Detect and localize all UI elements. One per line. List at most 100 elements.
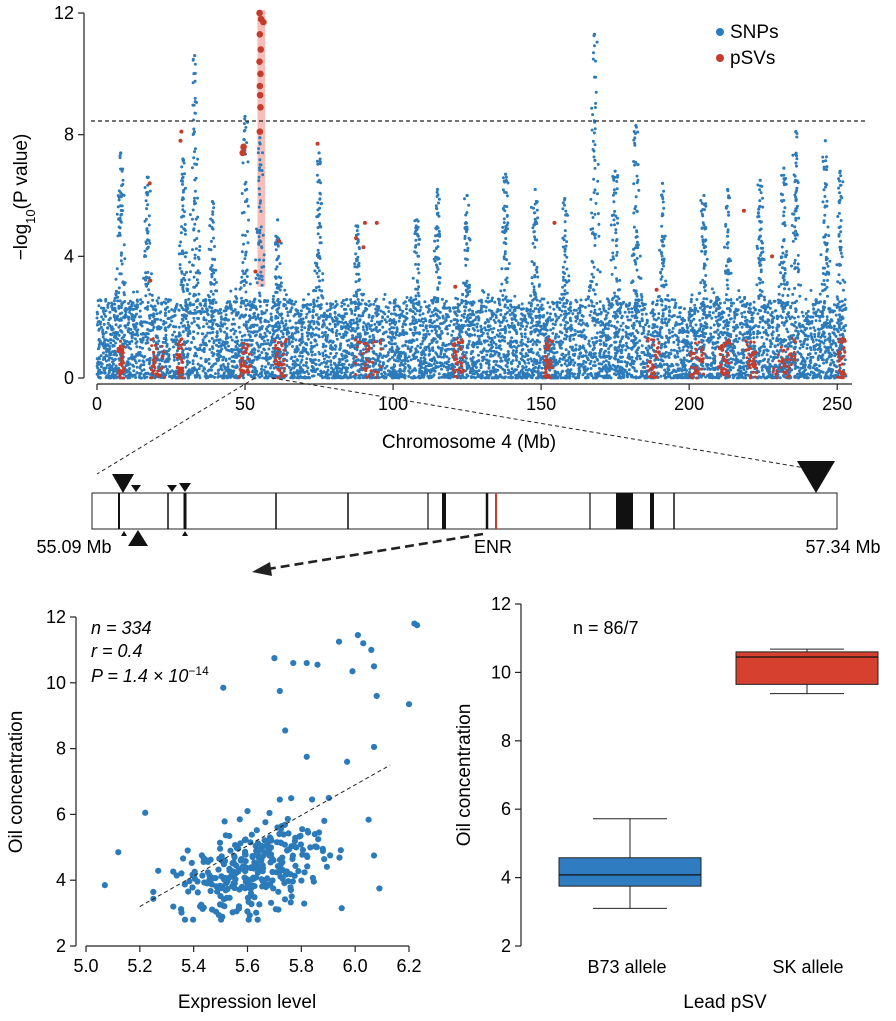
expression-point [296, 833, 303, 840]
expression-point [273, 839, 281, 846]
expression-point [207, 887, 214, 895]
expression-point [370, 852, 378, 859]
psv-highlighted-point [256, 128, 264, 135]
expression-point [250, 863, 257, 870]
expression-point [349, 668, 356, 675]
expression-point [276, 687, 283, 695]
expression-point [309, 796, 316, 803]
snp-peak-point [782, 166, 786, 170]
expression-point [266, 809, 273, 817]
box-y-tick-label: 6 [501, 799, 511, 819]
expression-point [226, 832, 233, 840]
box-stat-n: n = 86/7 [573, 618, 639, 638]
sv-triangle-small [179, 483, 191, 492]
expression-point [307, 844, 314, 851]
box-groups [558, 648, 879, 909]
sv-triangle-large [797, 461, 835, 493]
expression-point [315, 836, 322, 843]
expression-point [258, 876, 265, 883]
sv-triangle-large [112, 474, 134, 493]
expression-point [254, 916, 261, 923]
box-y-tick-label: 8 [501, 731, 511, 751]
manhattan-y-tick-label: 8 [64, 125, 74, 145]
psv-point [315, 141, 320, 146]
expression-point [236, 886, 243, 893]
zoom-line-left [96, 377, 256, 475]
psv-highlighted-point [257, 46, 265, 53]
expression-point [335, 638, 343, 645]
psv-point [277, 239, 282, 244]
expression-x-tick-label: 5.0 [73, 956, 98, 976]
expression-point [249, 853, 256, 861]
expression-point [218, 902, 226, 909]
manhattan-legend: SNPs pSVs [716, 22, 779, 69]
expression-point [365, 816, 372, 823]
expression-point [284, 847, 291, 854]
psv-point [147, 181, 152, 186]
regression-line [139, 764, 391, 907]
expression-stat-n: n = 334 [91, 618, 152, 638]
psv-point [552, 220, 557, 225]
expression-point [216, 882, 223, 889]
psv-point [362, 220, 367, 225]
expression-point [185, 888, 192, 895]
expression-point [194, 889, 201, 896]
expression-point [284, 815, 291, 823]
expression-point [188, 859, 195, 867]
box-y-tick-label: 10 [491, 662, 511, 682]
expression-y-tick-label: 8 [56, 739, 66, 759]
sv-triangle-below [121, 531, 127, 536]
enr-pointer-arrowhead [252, 562, 272, 576]
expression-scatter-plot: 2 4 6 8 10 12 5.0 5.2 5.4 5.6 5.8 6.0 6.2 Expression… [6, 607, 422, 1013]
expression-point [299, 851, 306, 858]
expression-x-tick-label: 6.0 [343, 956, 368, 976]
expression-point [258, 865, 265, 873]
manhattan-x-tick-label: 150 [526, 394, 556, 414]
manhattan-x-tick-label: 250 [822, 394, 852, 414]
expression-point [242, 885, 249, 892]
expression-point [280, 831, 287, 838]
expression-point [248, 900, 255, 908]
psv-highlighted-point [256, 91, 264, 99]
expression-x-tick-label: 5.4 [181, 956, 206, 976]
expression-point [190, 916, 197, 923]
expression-point [189, 871, 196, 878]
expression-point [303, 753, 310, 760]
gene-markers [118, 493, 675, 529]
expression-point [311, 831, 318, 838]
expression-point [204, 858, 212, 866]
snp-cloud [95, 33, 848, 380]
expression-point [262, 819, 269, 826]
expression-point [235, 868, 242, 875]
expression-point [236, 816, 243, 823]
expression-point [155, 867, 162, 874]
expression-point [201, 879, 208, 886]
expression-point [142, 809, 149, 816]
expression-point [254, 840, 261, 847]
expression-x-tick-label: 5.8 [289, 956, 314, 976]
expression-point [343, 758, 351, 765]
snp-peak-point [276, 218, 280, 222]
expression-point [241, 851, 249, 858]
box-axes: 2 4 6 8 10 12 [491, 594, 522, 956]
expression-point [209, 906, 216, 913]
expression-points [101, 620, 421, 923]
psv-point [354, 236, 359, 241]
expression-point [327, 852, 334, 859]
expression-y-tick-label: 10 [46, 673, 66, 693]
expression-point [206, 876, 213, 884]
expression-point [281, 880, 288, 887]
expression-point [170, 903, 177, 910]
expression-point [173, 872, 180, 879]
sv-triangle-below [182, 531, 188, 536]
snp-peak-point [702, 193, 706, 198]
expression-point [223, 886, 230, 893]
expression-point [242, 836, 249, 843]
expression-point [216, 839, 224, 846]
expression-point [298, 877, 305, 884]
psv-highlighted-point [256, 30, 264, 38]
expression-point [184, 847, 191, 854]
manhattan-y-tick-label: 12 [54, 3, 74, 23]
expression-point [273, 869, 280, 876]
expression-point [368, 646, 375, 654]
